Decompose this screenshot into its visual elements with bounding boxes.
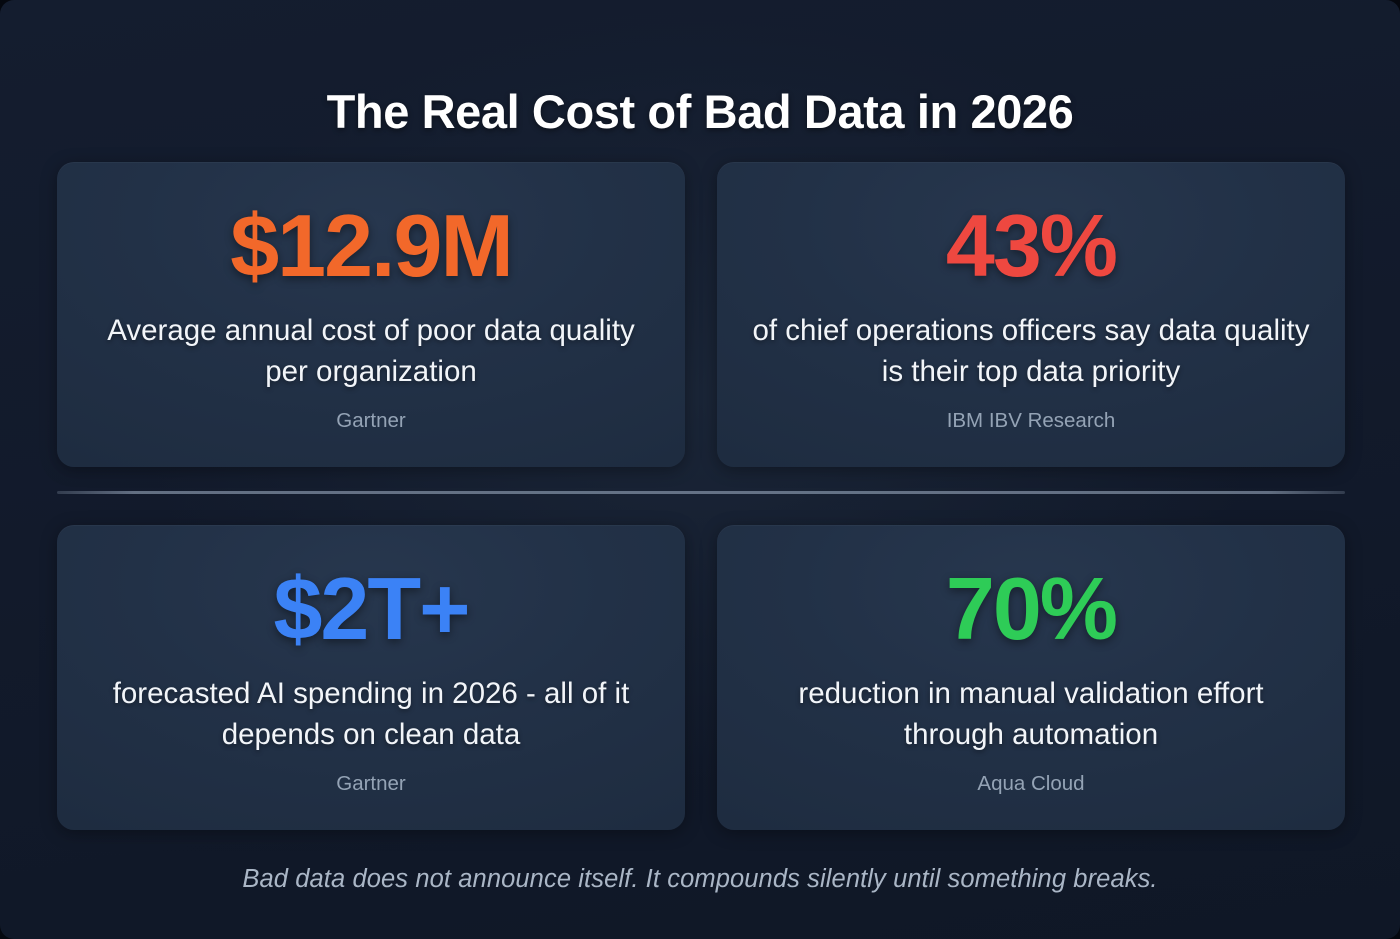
footer-note: Bad data does not announce itself. It co…: [242, 865, 1158, 893]
stat-card-grid: $12.9M Average annual cost of poor data …: [57, 162, 1345, 830]
stat-source: Gartner: [336, 772, 406, 795]
stat-card-coo-priority: 43% of chief operations officers say dat…: [717, 162, 1345, 467]
stat-description: forecasted AI spending in 2026 - all of …: [112, 677, 630, 751]
stat-card-automation-reduction: 70% reduction in manual validation effor…: [717, 525, 1345, 830]
stat-source: IBM IBV Research: [946, 409, 1116, 432]
stat-card-ai-spending: $2T+ forecasted AI spending in 2026 - al…: [57, 525, 685, 830]
stat-description: reduction in manual validation effort th…: [798, 677, 1264, 751]
row-divider: [57, 491, 1345, 494]
stat-description: of chief operations officers say data qu…: [752, 314, 1310, 388]
stat-value: 70%: [945, 559, 1118, 658]
stat-source: Aqua Cloud: [977, 772, 1085, 795]
stat-value: $12.9M: [230, 196, 514, 295]
stat-description: Average annual cost of poor data quality…: [107, 314, 635, 388]
stat-source: Gartner: [336, 409, 406, 432]
page-title: The Real Cost of Bad Data in 2026: [326, 85, 1074, 139]
stat-card-cost: $12.9M Average annual cost of poor data …: [57, 162, 685, 467]
stat-value: 43%: [945, 196, 1118, 295]
stat-value: $2T+: [273, 559, 470, 658]
